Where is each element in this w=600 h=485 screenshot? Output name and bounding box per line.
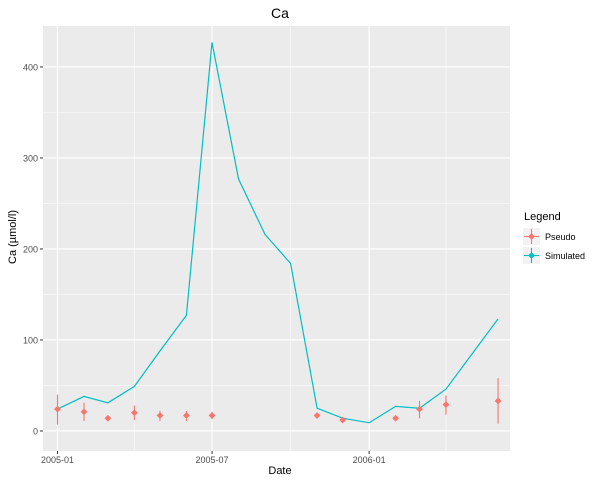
pseudo-point	[156, 412, 164, 419]
legend: Legend Pseudo Simulated	[523, 211, 585, 264]
pseudo-point-group	[313, 412, 321, 419]
series-layer	[54, 42, 502, 425]
series-line-simulated	[57, 42, 499, 424]
pseudo-point	[104, 414, 112, 422]
pseudo-point-group	[392, 414, 399, 422]
pseudo-point	[339, 416, 347, 424]
x-tick-label: 2005-07	[196, 455, 229, 465]
pseudo-point-group	[130, 405, 138, 421]
panel-layer	[43, 26, 510, 451]
chart-title: Ca	[271, 5, 289, 21]
pseudo-point	[313, 412, 321, 419]
legend-key-marker	[528, 233, 535, 240]
y-axis-label: Ca (µmol/l)	[7, 210, 19, 264]
pseudo-point	[130, 409, 138, 417]
y-tick-label: 200	[23, 244, 38, 254]
legend-entry-label: Pseudo	[545, 232, 576, 242]
plot-panel	[43, 26, 510, 451]
y-tick-label: 0	[33, 426, 38, 436]
pseudo-point-group	[416, 400, 423, 419]
pseudo-point-group	[80, 402, 88, 421]
pseudo-point-group	[183, 410, 190, 421]
pseudo-point-group	[339, 416, 347, 424]
pseudo-point	[208, 412, 216, 419]
pseudo-point	[183, 412, 190, 419]
legend-key-marker	[528, 252, 535, 259]
x-tick-label: 2005-01	[41, 455, 74, 465]
pseudo-point-group	[208, 411, 216, 420]
pseudo-point-group	[104, 414, 112, 422]
pseudo-point-group	[442, 395, 450, 415]
pseudo-point	[80, 408, 88, 416]
axis-layer: 0 100 200 300 400 2005-01 2005-07 2006-01	[23, 62, 386, 465]
legend-entry-label: Simulated	[545, 251, 585, 261]
pseudo-point	[392, 414, 399, 422]
y-tick-label: 100	[23, 335, 38, 345]
x-tick-label: 2006-01	[353, 455, 386, 465]
grid-layer	[43, 26, 510, 451]
legend-title: Legend	[524, 211, 561, 223]
pseudo-point-group	[156, 410, 164, 421]
pseudo-point-group	[54, 394, 61, 425]
y-tick-label: 400	[23, 62, 38, 72]
x-axis-label: Date	[268, 465, 291, 477]
pseudo-point	[442, 401, 450, 408]
pseudo-point	[494, 397, 502, 405]
pseudo-point	[54, 405, 61, 413]
y-tick-label: 300	[23, 153, 38, 163]
pseudo-point-group	[494, 378, 502, 424]
pseudo-point	[416, 405, 423, 413]
